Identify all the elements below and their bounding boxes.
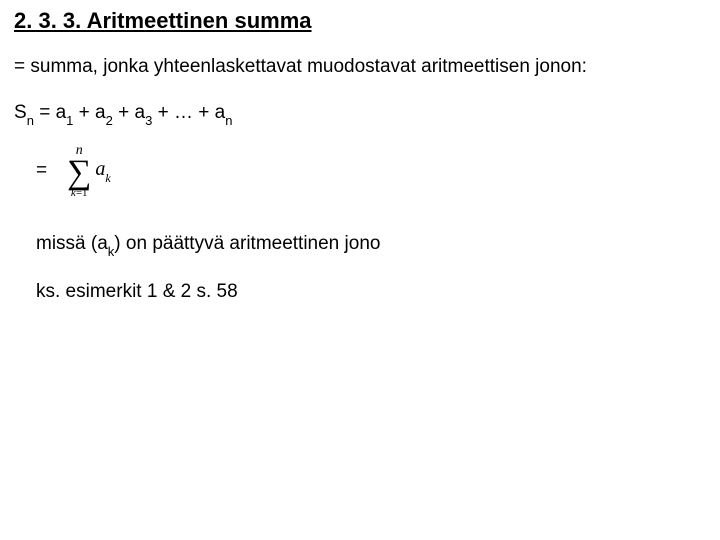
lhs-base: S xyxy=(14,102,27,123)
sigma-term: ak xyxy=(95,158,110,184)
plus-1: + xyxy=(73,102,95,123)
cond-pre: missä (a xyxy=(36,233,108,254)
condition-line: missä (ak) on päättyvä aritmeettinen jon… xyxy=(36,233,706,257)
equals: = xyxy=(34,102,56,123)
section-heading: 2. 3. 3. Aritmeettinen summa xyxy=(14,8,706,34)
cond-sub: k xyxy=(108,244,115,259)
sigma-term-base: a xyxy=(95,158,105,180)
sigma-symbol: ∑ xyxy=(67,158,91,188)
lhs-sub: n xyxy=(27,113,34,128)
dots: + … + xyxy=(152,102,214,123)
sigma-equals: = xyxy=(36,160,47,182)
plus-2: + xyxy=(113,102,135,123)
sigma-term-sub: k xyxy=(105,171,110,185)
cond-post: ) on päättyvä aritmeettinen jono xyxy=(114,233,380,254)
term-a: a xyxy=(215,102,226,123)
sigma-lower-rest: =1 xyxy=(76,187,88,199)
term-a: a xyxy=(95,102,106,123)
term-a: a xyxy=(135,102,146,123)
reference-line: ks. esimerkit 1 & 2 s. 58 xyxy=(36,281,706,303)
document-page: 2. 3. 3. Aritmeettinen summa = summa, jo… xyxy=(0,0,720,335)
sigma-notation: = n ∑ k=1 ak xyxy=(36,144,706,199)
sigma-lower: k=1 xyxy=(71,188,88,199)
definition-line: = summa, jonka yhteenlaskettavat muodost… xyxy=(14,56,706,78)
expanded-sum-formula: Sn = a1 + a2 + a3 + … + an xyxy=(14,102,706,126)
term-3-sub: 3 xyxy=(145,113,152,128)
sigma-block: n ∑ k=1 xyxy=(67,144,91,199)
term-2-sub: 2 xyxy=(106,113,113,128)
term-a: a xyxy=(56,102,67,123)
term-1-sub: 1 xyxy=(66,113,73,128)
term-n-sub: n xyxy=(225,113,232,128)
